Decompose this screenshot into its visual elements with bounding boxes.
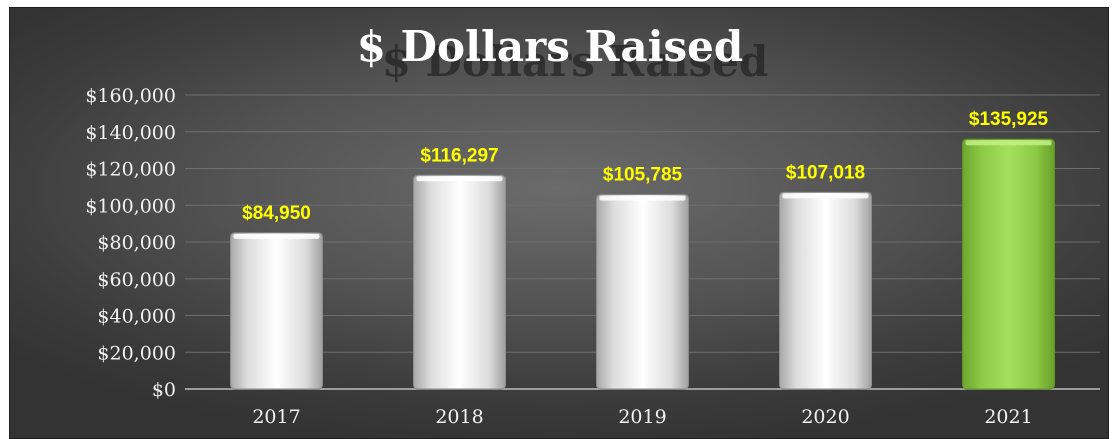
chart-title-reflection: $ Dollars Raised — [382, 37, 769, 86]
y-tick-label: $0 — [152, 379, 176, 401]
y-tick-label: $80,000 — [97, 232, 176, 254]
y-tick-label: $100,000 — [85, 195, 176, 217]
data-label-2020: $107,018 — [786, 162, 865, 183]
bar-2019 — [596, 194, 689, 390]
x-tick-label-2017: 2017 — [252, 406, 300, 428]
bar-bevel-2021 — [965, 140, 1052, 146]
bar-2021 — [962, 138, 1055, 390]
chart-frame: $ Dollars Raised $ Dollars Raised $0 $20,… — [9, 7, 1109, 439]
data-labels: $84,950 $116,297 $105,785 $107,018 $135,925 — [242, 109, 1048, 224]
chart-title: $ Dollars Raised — [357, 22, 744, 71]
y-tick-label: $60,000 — [97, 269, 176, 291]
y-tick-label: $40,000 — [97, 306, 176, 328]
data-label-2018: $116,297 — [420, 145, 498, 166]
bar-bevel-2020 — [782, 193, 869, 199]
y-tick-label: $120,000 — [85, 159, 176, 181]
bar-bevel-2019 — [599, 195, 686, 201]
data-label-2021: $135,925 — [969, 109, 1049, 130]
bar-2020 — [779, 191, 872, 390]
bar-2017 — [230, 232, 323, 390]
bar-2018 — [413, 174, 506, 390]
x-tick-label-2018: 2018 — [435, 406, 483, 428]
x-axis-ticks: 2017 2018 2019 2020 2021 — [252, 406, 1032, 428]
y-tick-label: $140,000 — [85, 122, 176, 144]
bars — [230, 138, 1055, 390]
data-label-2019: $105,785 — [603, 165, 683, 186]
y-tick-label: $160,000 — [85, 85, 176, 107]
bar-bevel-2018 — [416, 176, 503, 182]
y-tick-label: $20,000 — [97, 342, 176, 364]
x-tick-label-2021: 2021 — [984, 406, 1032, 428]
x-tick-label-2019: 2019 — [618, 406, 666, 428]
x-tick-label-2020: 2020 — [801, 406, 849, 428]
chart-svg: $ Dollars Raised $ Dollars Raised $0 $20,… — [85, 22, 1100, 428]
y-axis-ticks: $0 $20,000 $40,000 $60,000 $80,000 $100,000 $1… — [85, 85, 176, 401]
bar-bevel-2017 — [233, 233, 320, 239]
data-label-2017: $84,950 — [242, 203, 311, 224]
